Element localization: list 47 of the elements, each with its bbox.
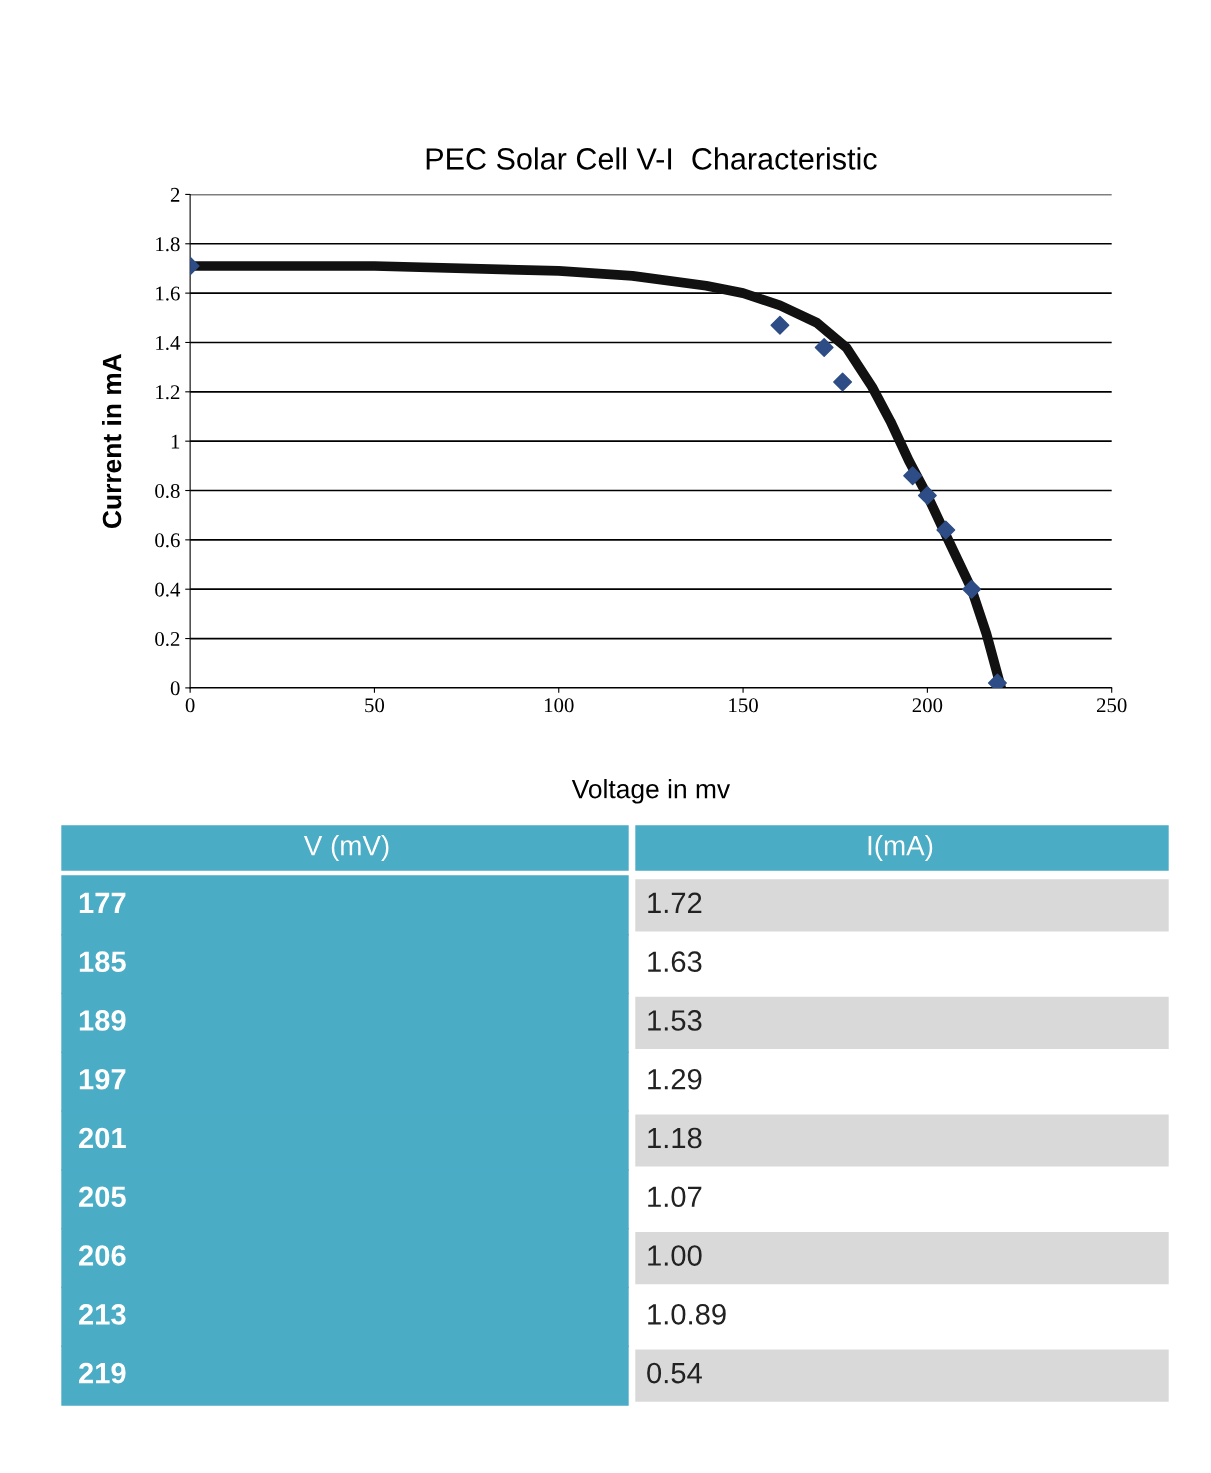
text: 189	[79, 1010, 126, 1031]
y-tick-label: 1.8	[156, 237, 180, 252]
text: 197	[79, 1068, 126, 1090]
y-tick-label: 0	[170, 681, 180, 696]
text: 1.29	[648, 1068, 702, 1090]
x-tick-label: 50	[365, 698, 385, 713]
text: 219	[79, 1362, 126, 1384]
text: 201	[79, 1127, 126, 1149]
y-tick-label: 1.2	[156, 385, 180, 400]
text: 1.63	[648, 951, 702, 972]
point	[962, 579, 982, 599]
text: 1.72	[648, 892, 702, 913]
text: 1.18	[648, 1127, 702, 1149]
x-tick-label: 150	[729, 698, 758, 713]
text: 205	[79, 1186, 126, 1208]
point	[833, 372, 853, 392]
text: 206	[79, 1245, 126, 1266]
text: 213	[79, 1304, 126, 1325]
y-tick-label: 1.6	[156, 286, 180, 301]
text: 1.53	[648, 1010, 702, 1031]
point	[917, 485, 937, 505]
text: 0.54	[647, 1362, 702, 1384]
chart-title: PEC Solar Cell V-I Characteristic	[426, 147, 877, 170]
x-tick-label: 200	[912, 698, 943, 713]
point	[903, 466, 923, 486]
text: V (mV)	[303, 835, 389, 861]
text: 1.07	[648, 1186, 702, 1208]
point	[936, 520, 956, 540]
text: 185	[79, 951, 126, 972]
y-tick-label: 1.4	[156, 335, 181, 350]
x-tick-label: 250	[1096, 698, 1127, 713]
text: 1.0.89	[648, 1304, 726, 1325]
point	[770, 315, 790, 335]
x-axis-title: Voltage in mv	[571, 779, 731, 804]
y-axis-title: Current in mA	[101, 353, 122, 529]
point	[814, 337, 834, 357]
y-tick-label: 0.2	[155, 631, 180, 647]
y-tick-label: 0.8	[155, 483, 180, 499]
x-tick-label: 100	[544, 698, 574, 713]
text: I(mA)	[868, 835, 933, 861]
text: 1.00	[648, 1245, 702, 1266]
x-tick-label: 0	[185, 698, 195, 713]
y-tick-label: 2	[170, 187, 180, 202]
y-tick-label: 0.4	[155, 582, 181, 597]
text: 177	[79, 892, 126, 913]
y-tick-label: 1	[171, 434, 180, 449]
y-tick-label: 0.6	[155, 533, 180, 548]
